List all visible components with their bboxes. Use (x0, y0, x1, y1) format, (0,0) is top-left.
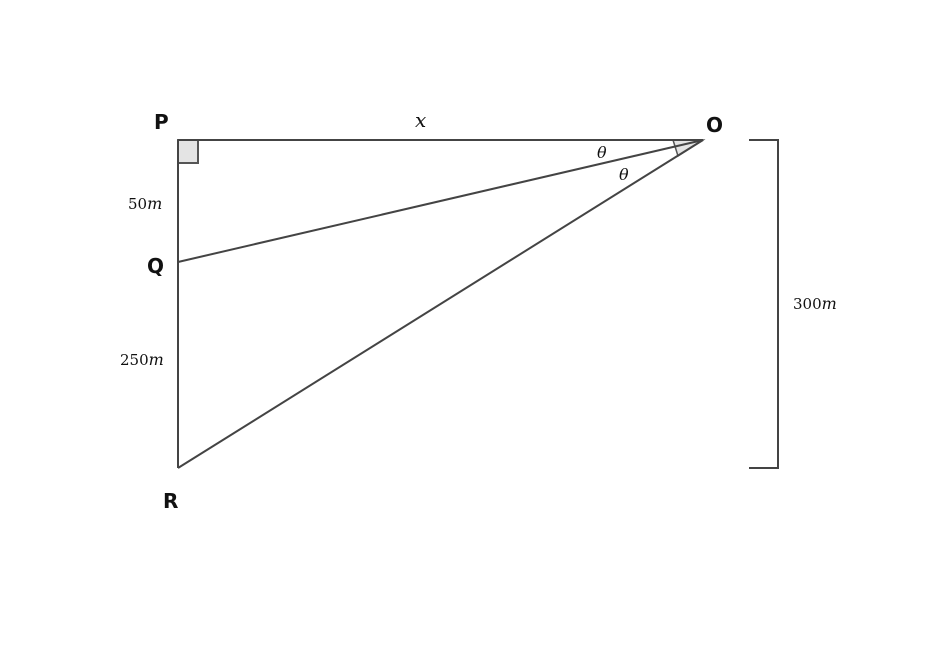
theta-label-2: θ (619, 165, 629, 184)
point-r-label: R (163, 489, 178, 513)
x-label: x (415, 108, 426, 132)
point-p-label: P (154, 110, 169, 134)
pq-length-label: 50m (128, 194, 162, 213)
total-length-label: 300m (793, 294, 837, 313)
theta-label-1: θ (597, 143, 607, 162)
line-qo (177, 139, 704, 263)
point-q-label: Q (147, 254, 164, 278)
qr-length-label: 250m (120, 350, 164, 369)
line-ro (177, 139, 704, 469)
point-o-label: O (706, 113, 723, 137)
right-angle-marker (177, 139, 199, 164)
height-bracket (749, 139, 779, 469)
